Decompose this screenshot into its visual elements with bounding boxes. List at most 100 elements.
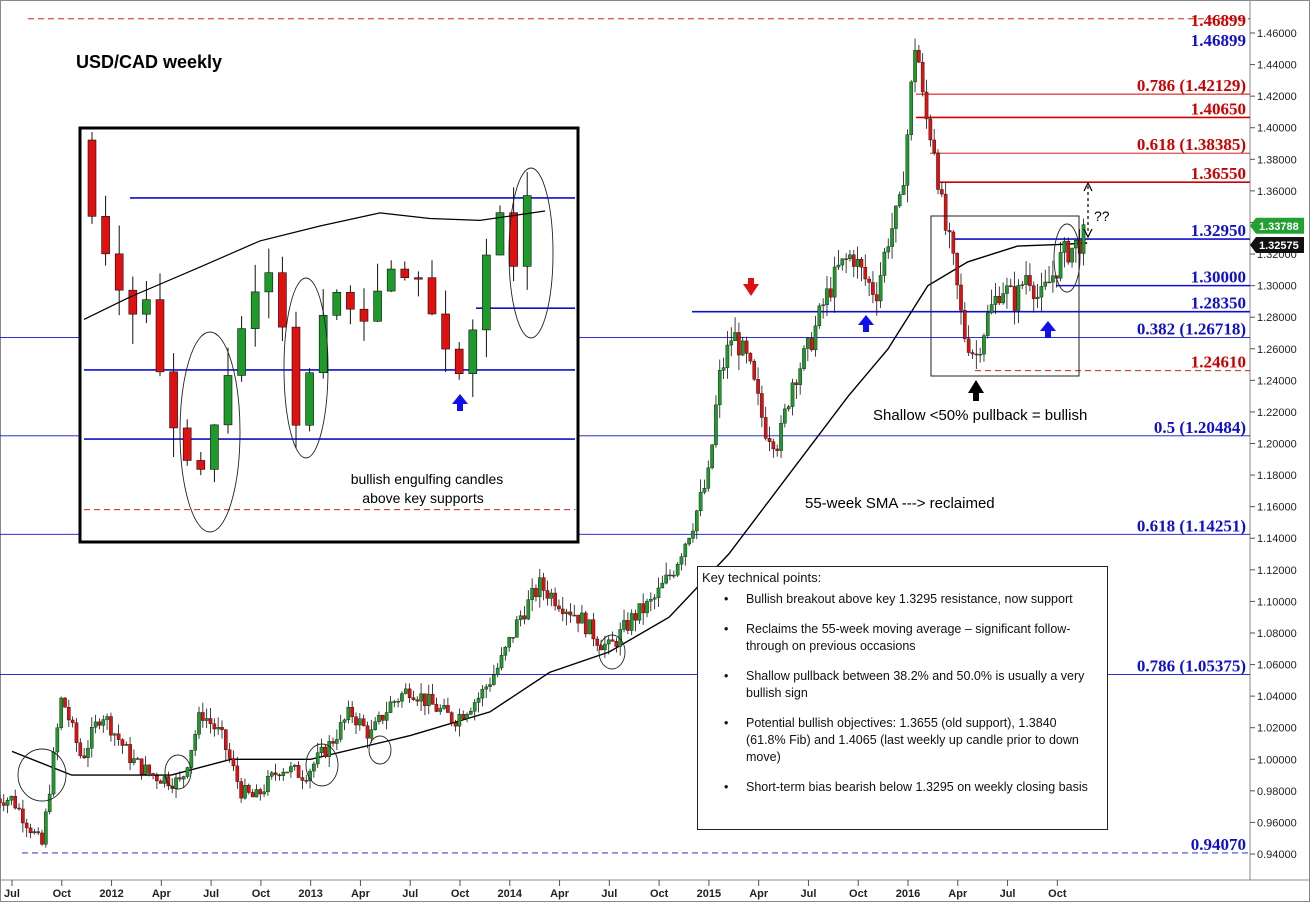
candle-body	[1020, 284, 1025, 286]
candle-body	[384, 712, 389, 721]
candle-body	[350, 707, 354, 717]
candle-body	[151, 773, 155, 776]
candle-body	[185, 767, 190, 777]
candle-body	[714, 404, 718, 446]
y-tick-label: 1.00000	[1257, 754, 1297, 766]
level-label: 0.94070	[1191, 835, 1246, 854]
candle-body	[545, 590, 550, 599]
red-down-arrow	[743, 278, 759, 296]
candle-body	[1008, 285, 1013, 287]
candle-body	[913, 50, 917, 83]
candle-body	[970, 352, 975, 355]
inset-candle-body	[441, 313, 450, 350]
candle-body	[1066, 240, 1071, 263]
x-tick-label: Oct	[252, 888, 271, 900]
pullback-annotation: Shallow <50% pullback = bullish	[873, 407, 1087, 424]
candle-body	[553, 592, 557, 607]
candle-body	[17, 807, 21, 810]
candle-body	[216, 726, 220, 730]
x-tick-label: Oct	[849, 888, 868, 900]
level-label: 1.28350	[1191, 294, 1246, 313]
candle-body	[679, 556, 684, 565]
candle-body	[1043, 281, 1048, 287]
zoom-inset-content	[83, 132, 575, 533]
x-tick-label: 2012	[99, 888, 123, 900]
inset-candle-body	[318, 315, 328, 374]
candle-body	[668, 574, 672, 577]
inset-candle-body	[264, 272, 274, 293]
level-label: 0.618 (1.14251)	[1137, 516, 1246, 535]
candle-body	[515, 619, 519, 638]
candle-body	[897, 194, 902, 207]
candle-body	[457, 714, 462, 727]
candle-body	[920, 62, 925, 93]
inset-candle-body	[427, 277, 437, 315]
x-tick-label: Oct	[1048, 888, 1067, 900]
candle-body	[5, 799, 10, 806]
candle-body	[675, 563, 680, 576]
inset-candle-body	[291, 326, 301, 426]
level-label: 0.5 (1.20484)	[1154, 418, 1246, 437]
candle-body	[1074, 240, 1078, 249]
candle-body	[193, 734, 197, 751]
inset-candle-body	[142, 299, 151, 315]
candle-body	[44, 811, 48, 845]
candle-body	[1005, 285, 1009, 294]
inset-candle-body	[114, 253, 124, 291]
candle-body	[526, 599, 531, 620]
candle-body	[304, 780, 309, 782]
candle-body	[250, 792, 255, 798]
candle-body	[871, 282, 875, 295]
candle-body	[863, 267, 868, 280]
candle-body	[549, 592, 554, 599]
candle-body	[224, 729, 228, 750]
engulfing-label-line2: above key supports	[362, 490, 483, 506]
candle-body	[469, 711, 473, 715]
candle-body	[132, 758, 136, 764]
candle-body	[400, 693, 404, 702]
candle-body	[557, 605, 561, 610]
candle-body	[120, 739, 125, 746]
candle-body	[664, 574, 668, 584]
candle-body	[905, 134, 910, 186]
candle-body	[568, 611, 573, 616]
candle-body	[97, 721, 102, 726]
y-tick-label: 1.04000	[1257, 691, 1297, 703]
y-tick-label: 0.96000	[1257, 817, 1297, 829]
candle-body	[806, 338, 810, 349]
candle-body	[426, 693, 431, 707]
candle-body	[943, 193, 948, 231]
candle-body	[101, 719, 106, 726]
y-tick-label: 1.30000	[1257, 281, 1297, 293]
candle-body	[966, 338, 971, 353]
candle-body	[453, 722, 458, 727]
level-label: 1.30000	[1191, 268, 1246, 287]
level-label: 1.32950	[1191, 221, 1246, 240]
candle-body	[0, 798, 2, 804]
candle-body	[798, 368, 802, 385]
candle-body	[47, 793, 52, 813]
x-tick-label: Jul	[601, 888, 617, 900]
x-tick-label: 2014	[498, 888, 523, 900]
candle-body	[882, 251, 887, 276]
candle-body	[687, 538, 691, 545]
candle-body	[790, 382, 795, 407]
candle-body	[698, 492, 703, 512]
candle-body	[844, 258, 848, 260]
x-tick-label: Jul	[800, 888, 816, 900]
blue-up-arrow-2	[1040, 321, 1056, 338]
candle-body	[396, 701, 400, 703]
candle-body	[281, 771, 286, 776]
candle-body	[327, 741, 331, 758]
candle-body	[373, 721, 377, 730]
candle-body	[319, 746, 324, 753]
candle-body	[802, 348, 806, 369]
candle-body	[603, 643, 607, 651]
candle-body	[901, 185, 906, 195]
candle-body	[189, 749, 194, 768]
candle-body	[694, 510, 699, 532]
candle-body	[829, 288, 833, 298]
candle-body	[560, 608, 565, 614]
candle-body	[78, 742, 83, 756]
candle-body	[358, 718, 362, 726]
